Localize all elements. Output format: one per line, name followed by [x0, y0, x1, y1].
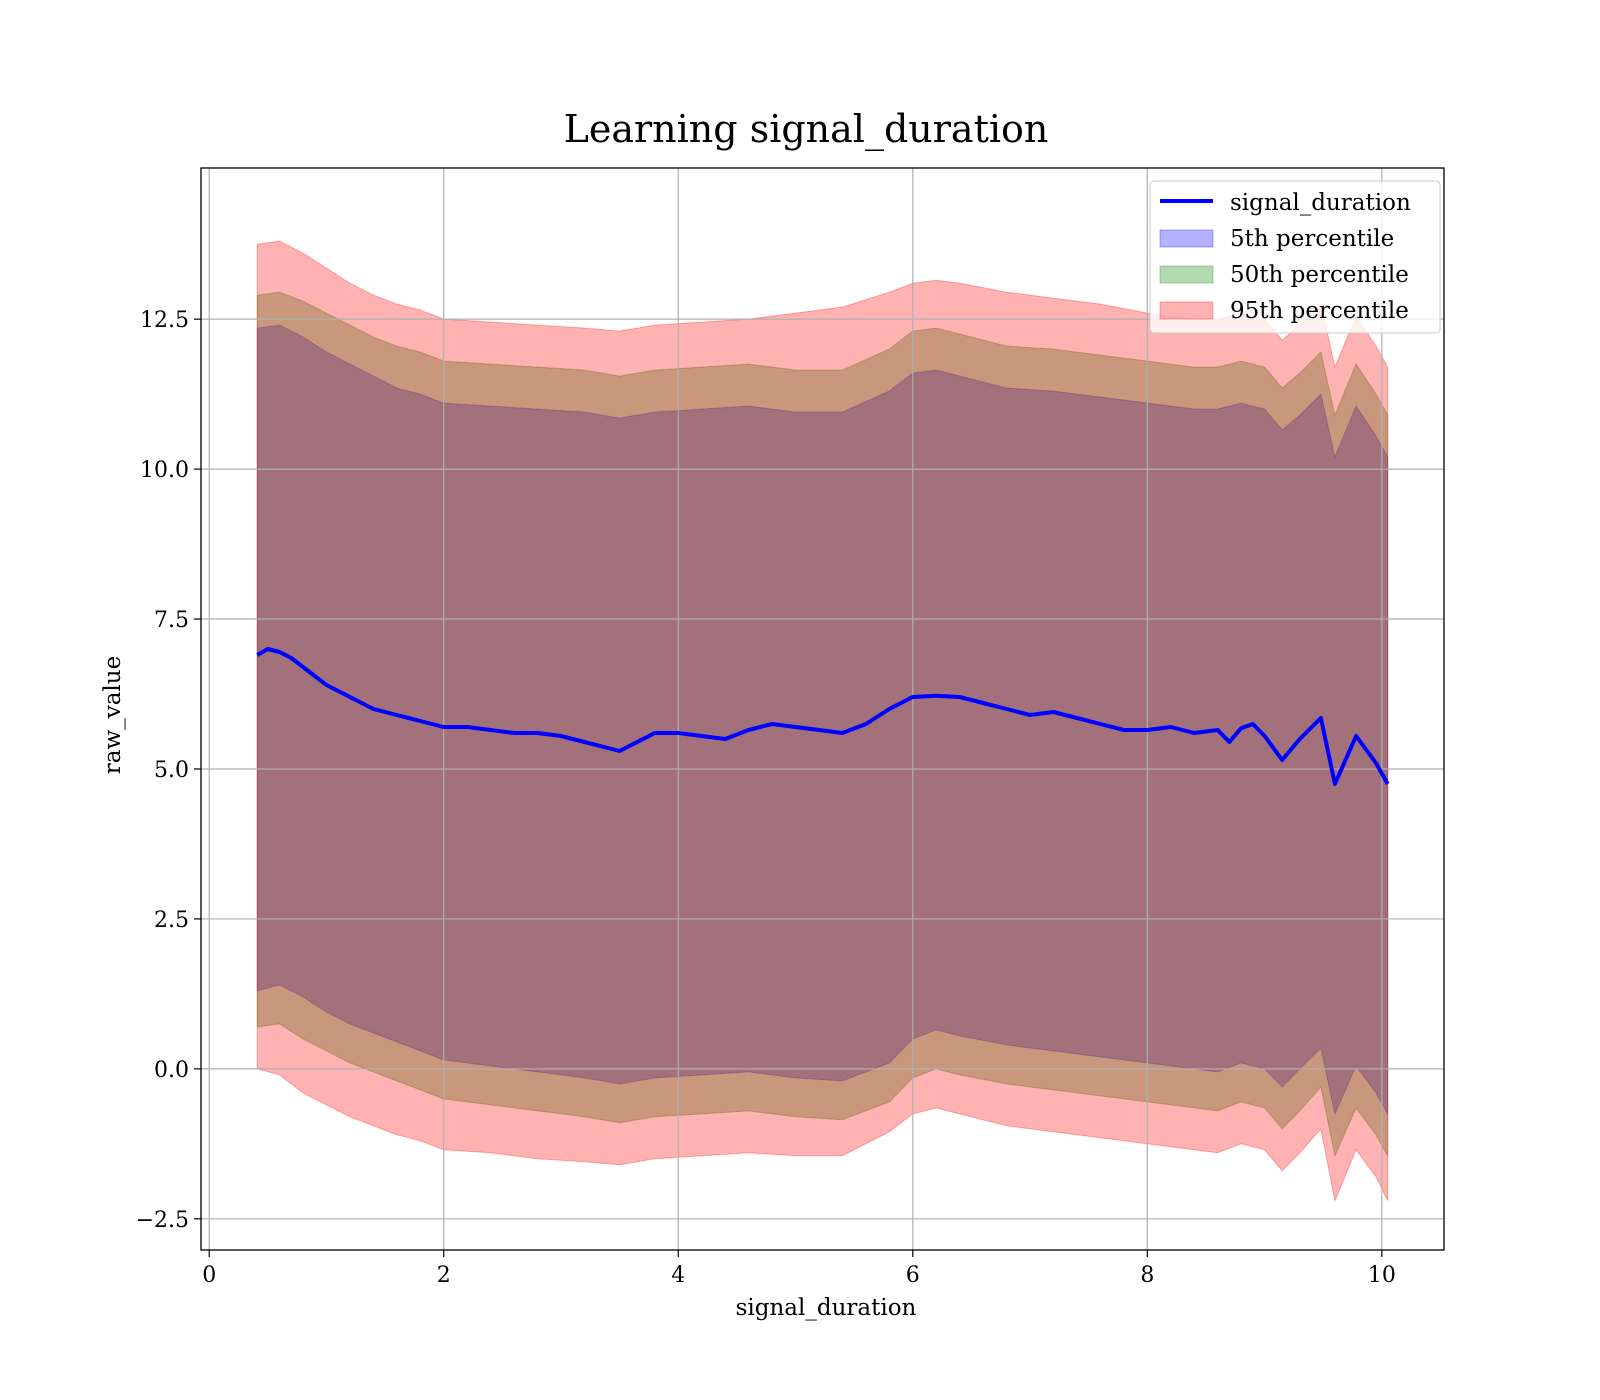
x-tick-label: 4 [671, 1263, 685, 1288]
legend-swatch-band-1 [1159, 265, 1214, 284]
band-95th-percentile [256, 240, 1389, 1203]
x-axis-ticks: 0 2 4 6 8 10 [202, 1250, 1396, 1288]
band-layer [256, 240, 1389, 1203]
legend-label-band-1: 50th percentile [1230, 262, 1409, 288]
legend-label-band-0: 5th percentile [1230, 226, 1394, 252]
y-tick-label: 5.0 [154, 758, 189, 783]
chart-title: Learning signal_duration [564, 107, 1049, 152]
legend-box [1149, 180, 1441, 334]
legend-swatch-band-2 [1159, 301, 1214, 320]
y-tick-label: 0.0 [154, 1058, 189, 1083]
axes-frame [200, 167, 1445, 1251]
x-axis-label: signal_duration [736, 1295, 917, 1321]
y-tick-label: −2.5 [136, 1208, 189, 1233]
y-axis-label: raw_value [100, 656, 126, 774]
band-50th-percentile [256, 291, 1389, 1158]
series-line-signal-duration [256, 647, 1390, 786]
y-tick-label: 7.5 [154, 608, 189, 633]
y-tick-label: 10.0 [140, 458, 189, 483]
y-tick-label: 2.5 [154, 908, 189, 933]
line-layer [256, 647, 1390, 786]
y-axis-ticks: −2.5 0.0 2.5 5.0 7.5 10.0 12.5 [136, 308, 201, 1233]
y-tick-label: 12.5 [140, 308, 189, 333]
legend-label-line: signal_duration [1230, 190, 1411, 216]
legend: signal_duration 5th percentile 50th perc… [1149, 180, 1441, 334]
x-tick-label: 10 [1368, 1263, 1396, 1288]
grid-layer [201, 168, 1444, 1250]
plot-area [200, 167, 1445, 1251]
legend-swatch-band-0 [1159, 229, 1214, 248]
x-tick-label: 0 [202, 1263, 216, 1288]
x-tick-label: 6 [906, 1263, 920, 1288]
x-tick-label: 8 [1140, 1263, 1154, 1288]
x-tick-label: 2 [437, 1263, 451, 1288]
legend-label-band-2: 95th percentile [1230, 298, 1409, 324]
band-5th-percentile [256, 324, 1389, 1116]
